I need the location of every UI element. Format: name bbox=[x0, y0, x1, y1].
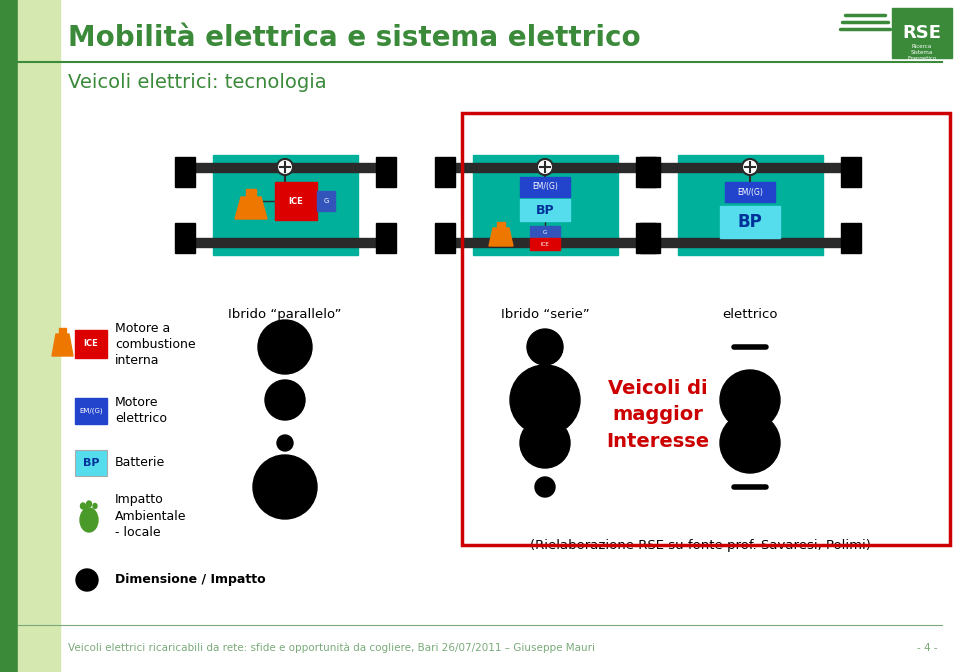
Circle shape bbox=[527, 329, 563, 365]
Text: G: G bbox=[542, 230, 547, 235]
Text: Batterie: Batterie bbox=[115, 456, 165, 470]
Text: Veicoli di
maggior
Interesse: Veicoli di maggior Interesse bbox=[607, 379, 709, 451]
Text: - 4 -: - 4 - bbox=[918, 643, 938, 653]
Text: elettrico: elettrico bbox=[722, 308, 778, 321]
Text: Impatto
Ambientale
- locale: Impatto Ambientale - locale bbox=[115, 493, 186, 538]
Bar bbox=[453, 238, 638, 247]
Circle shape bbox=[76, 569, 98, 591]
Bar bbox=[376, 157, 396, 187]
Bar bbox=[636, 157, 656, 187]
Ellipse shape bbox=[93, 503, 97, 509]
Polygon shape bbox=[489, 228, 513, 246]
Text: BP: BP bbox=[83, 458, 99, 468]
Bar bbox=[59, 328, 66, 335]
Circle shape bbox=[277, 159, 293, 175]
Text: BP: BP bbox=[536, 204, 554, 216]
Circle shape bbox=[510, 365, 580, 435]
Text: Ibrido “serie”: Ibrido “serie” bbox=[500, 308, 589, 321]
Bar bbox=[317, 191, 335, 211]
Text: ICE: ICE bbox=[289, 196, 303, 206]
Text: Ricerca
Sistema
Energetico: Ricerca Sistema Energetico bbox=[907, 44, 937, 60]
Circle shape bbox=[742, 159, 758, 175]
Bar bbox=[453, 163, 638, 172]
Bar bbox=[0, 0, 18, 672]
Bar bbox=[658, 163, 843, 172]
Circle shape bbox=[258, 320, 312, 374]
Circle shape bbox=[277, 435, 293, 451]
Text: G: G bbox=[324, 198, 328, 204]
Bar bbox=[640, 223, 660, 253]
Bar bbox=[462, 113, 950, 545]
Bar bbox=[530, 238, 560, 250]
Text: (Rielaborazione RSE su fonte prof. Savaresi, Polimi): (Rielaborazione RSE su fonte prof. Savar… bbox=[530, 538, 871, 552]
Text: EM/(G): EM/(G) bbox=[79, 408, 103, 414]
Text: Veicoli elettrici ricaricabili da rete: sfide e opportunità da cogliere, Bari 26: Veicoli elettrici ricaricabili da rete: … bbox=[68, 642, 595, 653]
Circle shape bbox=[253, 455, 317, 519]
Circle shape bbox=[520, 418, 570, 468]
Text: Motore
elettrico: Motore elettrico bbox=[115, 396, 167, 425]
Ellipse shape bbox=[80, 508, 98, 532]
Bar bbox=[246, 189, 256, 198]
Polygon shape bbox=[52, 334, 73, 356]
Bar bbox=[497, 222, 505, 229]
Bar bbox=[640, 157, 660, 187]
Text: EM/(G): EM/(G) bbox=[737, 187, 763, 196]
Bar bbox=[725, 182, 775, 202]
Circle shape bbox=[537, 159, 553, 175]
Text: BP: BP bbox=[737, 213, 762, 231]
Text: Ibrido “parallelo”: Ibrido “parallelo” bbox=[228, 308, 342, 321]
Bar bbox=[720, 206, 780, 238]
Ellipse shape bbox=[81, 503, 85, 509]
Text: RSE: RSE bbox=[902, 24, 942, 42]
Circle shape bbox=[720, 413, 780, 473]
Ellipse shape bbox=[84, 507, 88, 511]
Bar bbox=[473, 155, 618, 255]
Bar bbox=[435, 223, 455, 253]
Bar bbox=[678, 155, 823, 255]
Text: Mobilità elettrica e sistema elettrico: Mobilità elettrica e sistema elettrico bbox=[68, 24, 640, 52]
Text: EM/(G): EM/(G) bbox=[532, 183, 558, 192]
Bar bbox=[841, 223, 861, 253]
Bar bbox=[520, 199, 570, 221]
Bar bbox=[175, 223, 195, 253]
Polygon shape bbox=[235, 197, 267, 219]
Bar bbox=[75, 450, 107, 476]
Text: Motore a
combustione
interna: Motore a combustione interna bbox=[115, 321, 196, 366]
Bar bbox=[193, 238, 378, 247]
Text: Dimensione / Impatto: Dimensione / Impatto bbox=[115, 573, 266, 587]
Bar bbox=[892, 8, 952, 58]
Bar bbox=[658, 238, 843, 247]
Text: ICE: ICE bbox=[84, 339, 98, 349]
Circle shape bbox=[720, 370, 780, 430]
Bar bbox=[75, 398, 107, 424]
Bar bbox=[18, 0, 60, 672]
Bar bbox=[520, 177, 570, 197]
Bar bbox=[841, 157, 861, 187]
Text: Veicoli elettrici: tecnologia: Veicoli elettrici: tecnologia bbox=[68, 73, 326, 91]
Bar bbox=[435, 157, 455, 187]
Bar bbox=[193, 163, 378, 172]
Bar bbox=[530, 226, 560, 238]
Circle shape bbox=[265, 380, 305, 420]
Bar bbox=[376, 223, 396, 253]
Text: ICE: ICE bbox=[540, 241, 549, 247]
Bar bbox=[636, 223, 656, 253]
Bar bbox=[275, 182, 317, 220]
Bar bbox=[213, 155, 358, 255]
Circle shape bbox=[535, 477, 555, 497]
Bar bbox=[175, 157, 195, 187]
Bar bbox=[75, 330, 107, 358]
Ellipse shape bbox=[86, 501, 91, 507]
